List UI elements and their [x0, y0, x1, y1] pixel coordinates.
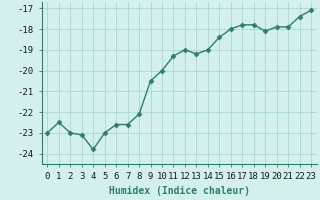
X-axis label: Humidex (Indice chaleur): Humidex (Indice chaleur) — [109, 186, 250, 196]
